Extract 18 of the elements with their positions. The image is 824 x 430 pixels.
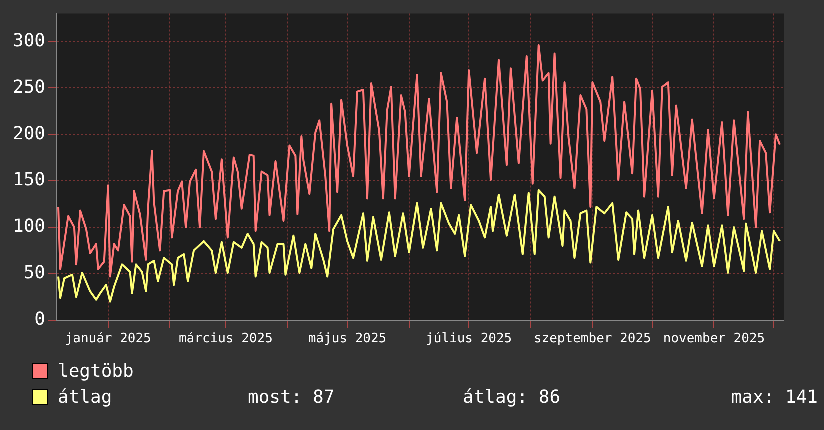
text: most: 87 — [248, 386, 336, 408]
y-tick-label: 200 — [12, 123, 46, 144]
y-tick-label: 300 — [12, 30, 46, 52]
x-tick-label: szeptember 2025 — [534, 332, 652, 347]
x-tick-label: július 2025 — [426, 332, 512, 347]
y-tick-label: 0 — [34, 309, 46, 330]
y-tick-label: 50 — [24, 262, 46, 284]
y-tick-label: 100 — [12, 216, 46, 238]
x-tick-label: március 2025 — [178, 332, 273, 347]
x-tick-label: november 2025 — [663, 332, 766, 347]
y-tick-label: 150 — [12, 170, 46, 191]
x-tick-label: január 2025 — [65, 332, 152, 347]
y-tick-label: 250 — [12, 76, 46, 98]
text: max: 141 — [730, 386, 818, 408]
legend-label: átlag — [58, 386, 114, 408]
x-tick-label: május 2025 — [308, 332, 387, 347]
legend-label: legtöbb — [58, 360, 135, 382]
text: átlag: 86 — [463, 386, 562, 408]
